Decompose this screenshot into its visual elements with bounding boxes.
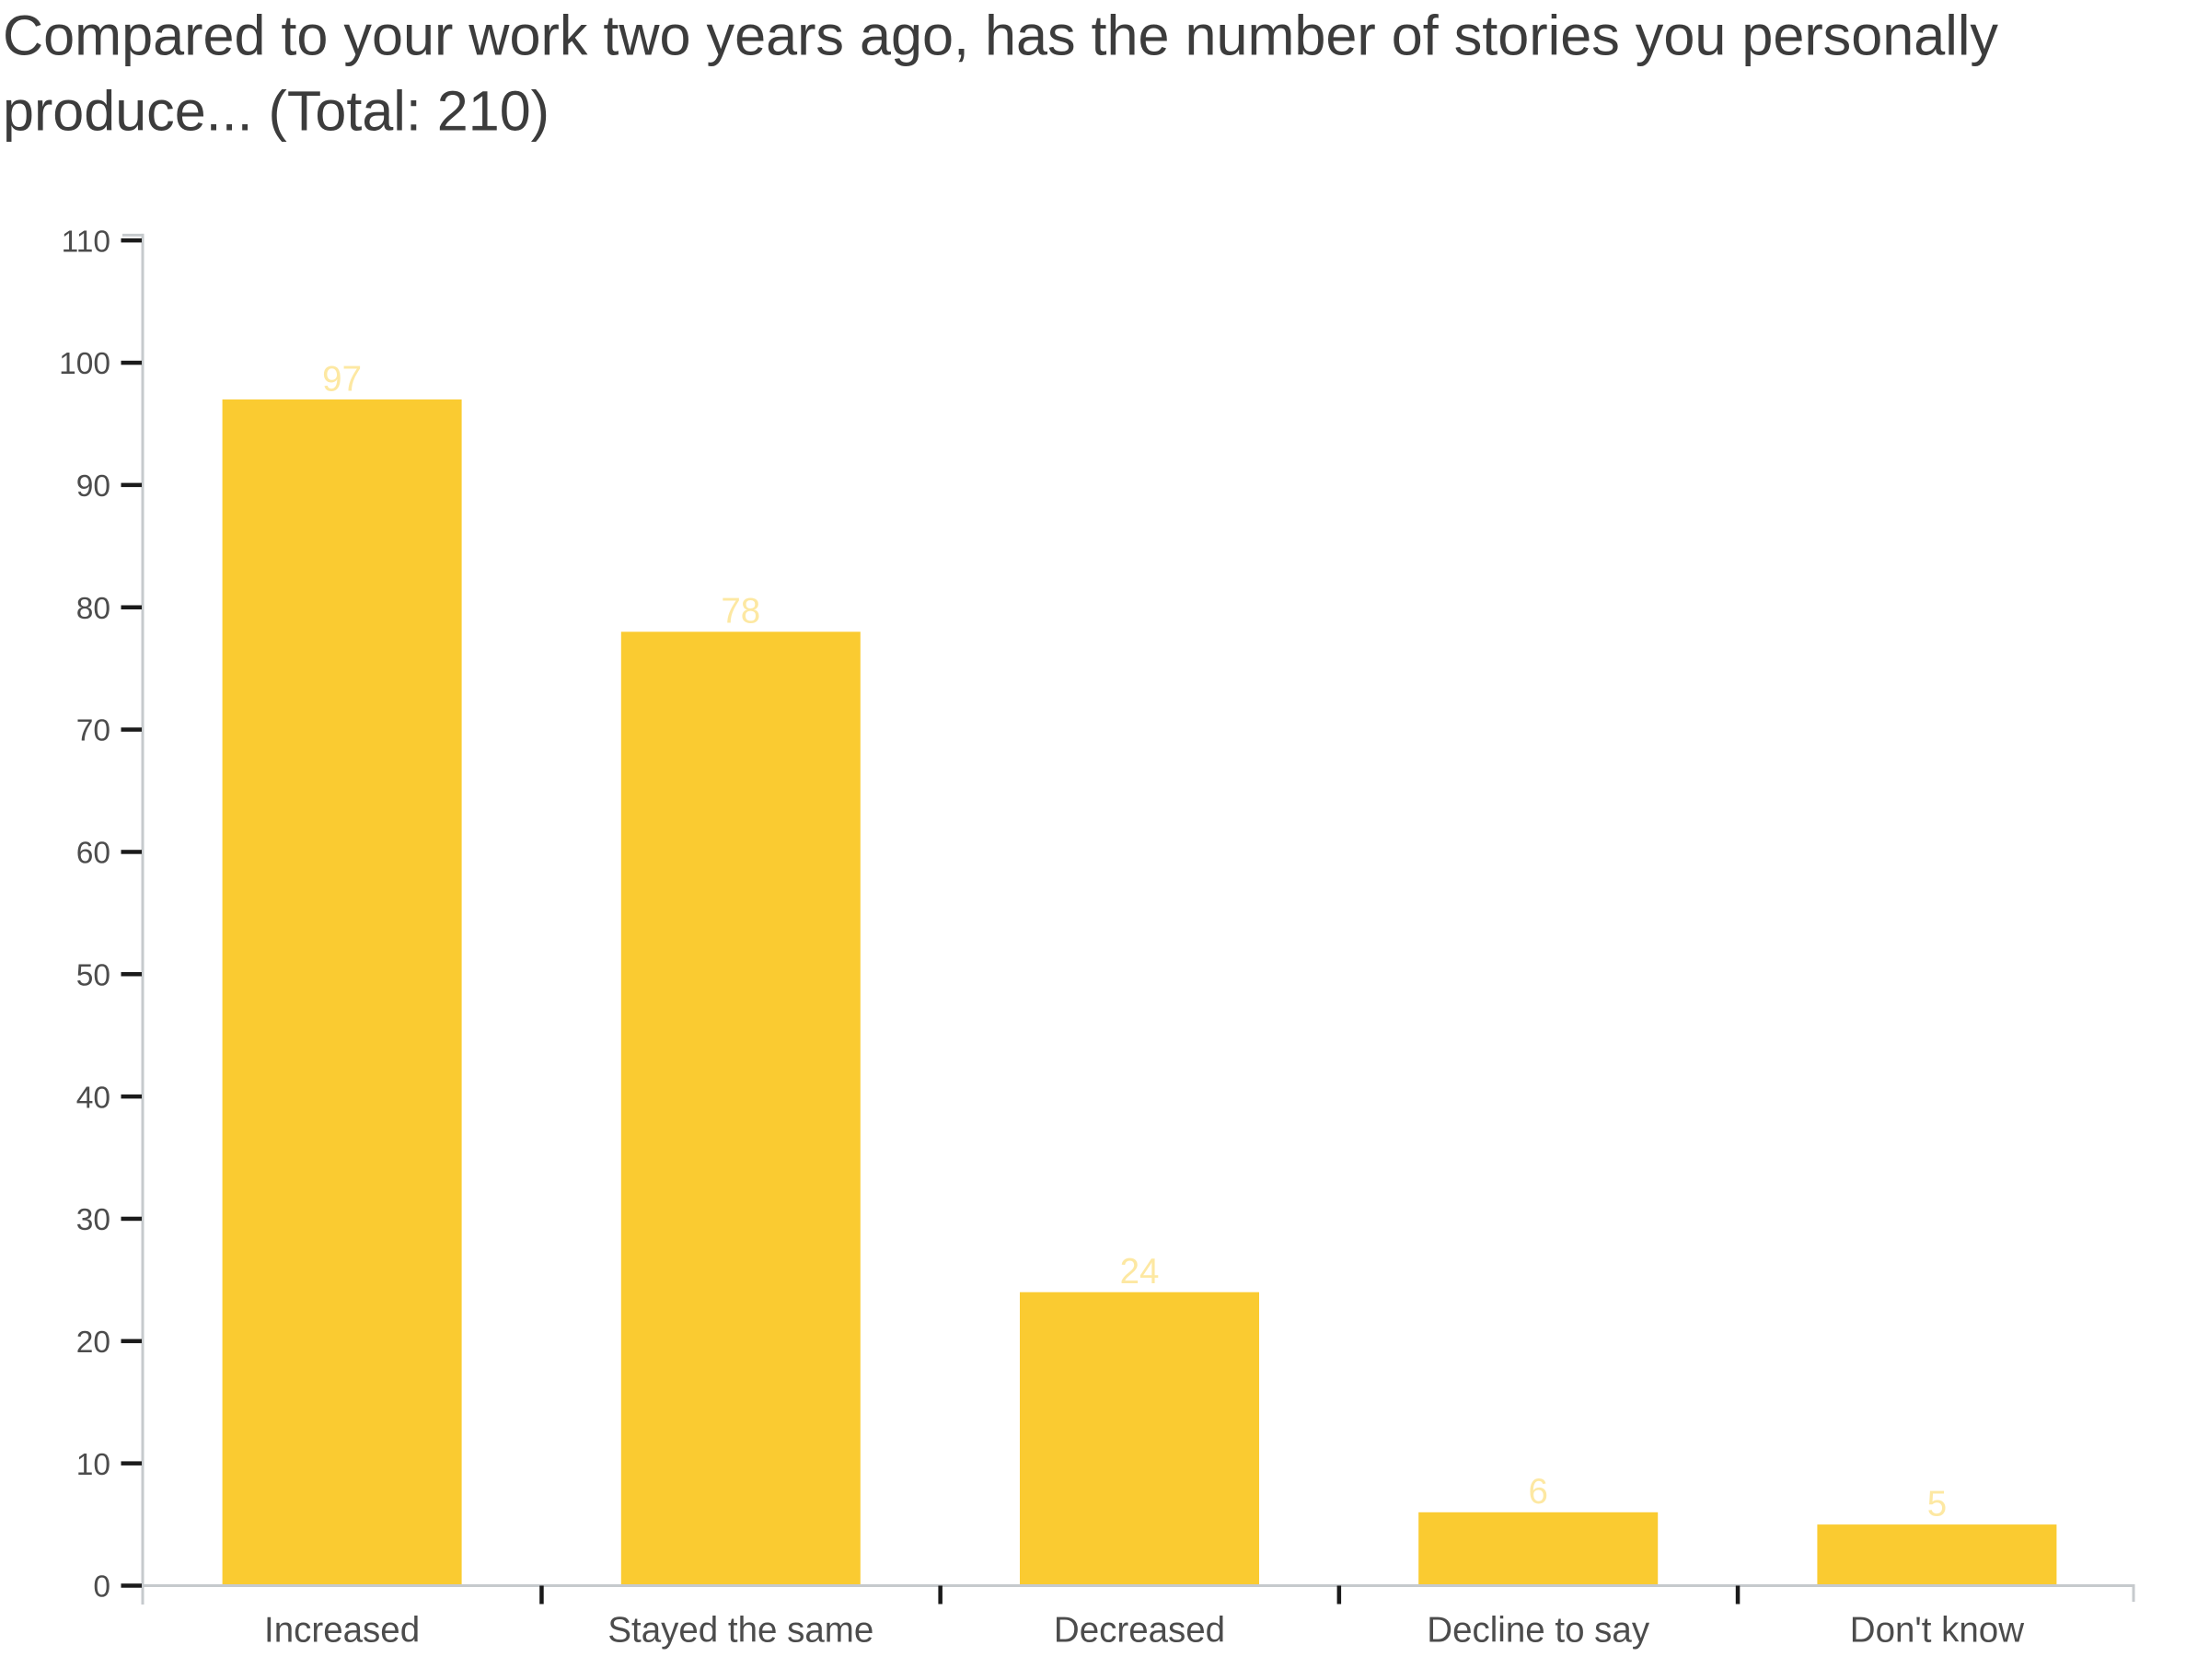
svg-text:80: 80: [76, 592, 110, 626]
svg-text:6: 6: [1528, 1472, 1547, 1512]
svg-text:100: 100: [59, 347, 110, 381]
svg-text:24: 24: [1120, 1252, 1160, 1292]
svg-text:Decline to say: Decline to say: [1427, 1611, 1650, 1651]
svg-text:20: 20: [76, 1326, 110, 1360]
svg-text:produce... (Total: 210): produce... (Total: 210): [3, 80, 549, 143]
svg-text:70: 70: [76, 714, 110, 748]
svg-text:Stayed the same: Stayed the same: [607, 1611, 873, 1651]
svg-text:Increased: Increased: [264, 1611, 420, 1651]
svg-text:60: 60: [76, 837, 110, 871]
svg-text:0: 0: [93, 1570, 110, 1605]
svg-text:40: 40: [76, 1081, 110, 1115]
svg-text:Compared to your work two year: Compared to your work two years ago, has…: [3, 5, 1998, 67]
svg-text:50: 50: [76, 958, 110, 992]
svg-text:110: 110: [62, 225, 110, 259]
svg-text:78: 78: [721, 592, 760, 631]
svg-text:Decreased: Decreased: [1054, 1611, 1225, 1651]
svg-text:90: 90: [76, 469, 110, 504]
svg-text:10: 10: [76, 1448, 110, 1482]
svg-text:Don't know: Don't know: [1850, 1611, 2024, 1651]
svg-text:97: 97: [322, 359, 362, 399]
svg-text:30: 30: [76, 1203, 110, 1237]
svg-text:5: 5: [1927, 1485, 1947, 1524]
